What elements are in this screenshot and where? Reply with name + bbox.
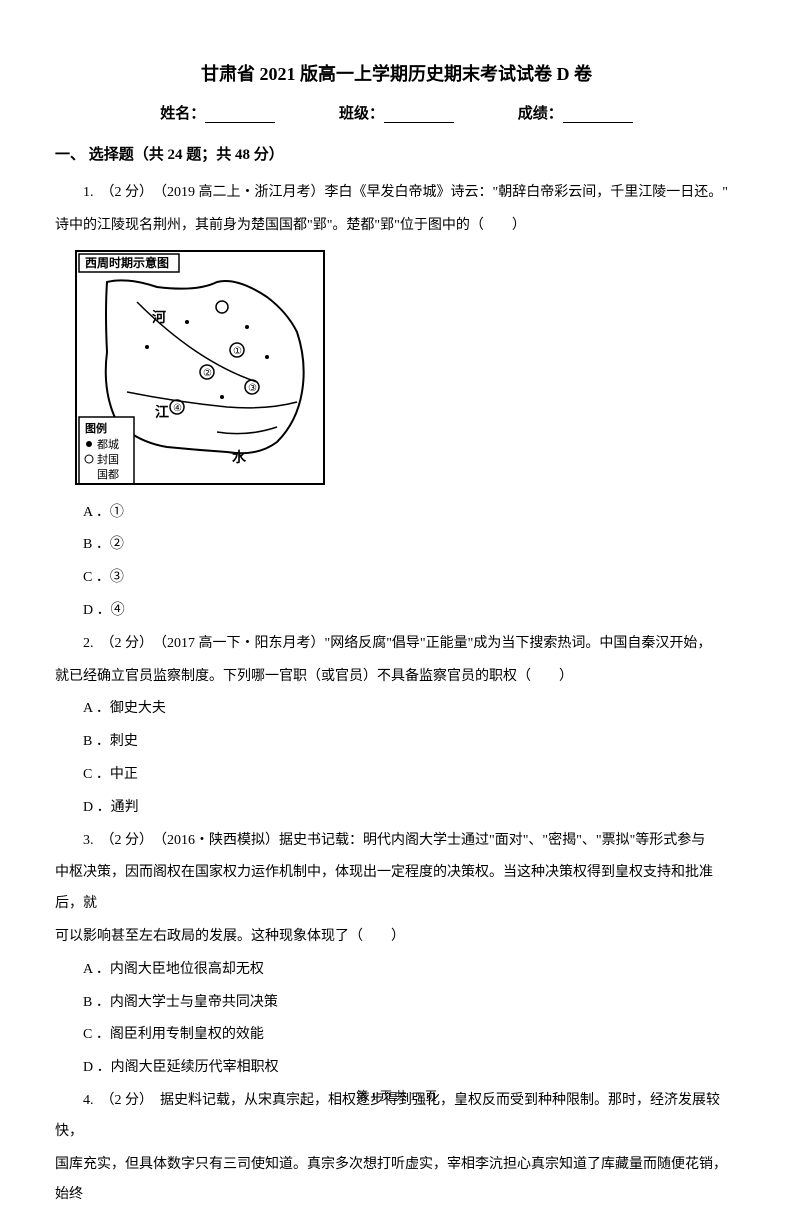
class-field: 班级： [339,102,454,123]
svg-text:②: ② [203,368,212,379]
map-figure: 西周时期示意图 河 江 水 ① ② ③ ④ 图例 [75,250,738,490]
section-title: 一、 选择题（共 24 题；共 48 分） [55,143,738,164]
exam-title: 甘肃省 2021 版高一上学期历史期末考试试卷 D 卷 [55,60,738,86]
score-field: 成绩： [518,102,633,123]
question-1-text: 1. （2 分） （2019 高二上・浙江月考）李白《早发白帝城》诗云："朝辞白… [55,178,738,209]
q1-option-a[interactable]: A ．① [55,498,738,529]
q1-option-c[interactable]: C ．③ [55,563,738,594]
class-blank[interactable] [384,122,454,123]
question-3-text: 3. （2 分） （2016・陕西模拟）据史书记载：明代内阁大学士通过"面对"、… [55,826,738,857]
q2-option-c[interactable]: C ．中正 [55,760,738,791]
q3-option-d[interactable]: D ．内阁大臣延续历代宰相职权 [55,1053,738,1084]
legend-item-1: 都城 [97,438,119,451]
map-title-text: 西周时期示意图 [85,255,169,270]
score-label: 成绩： [518,106,563,122]
legend-title: 图例 [85,421,107,435]
question-1-continue: 诗中的江陵现名荆州，其前身为楚国国都"郢"。楚都"郢"位于图中的（ ） [55,211,738,242]
question-2-text: 2. （2 分） （2017 高一下・阳东月考）"网络反腐"倡导"正能量"成为当… [55,629,738,660]
q3-option-b[interactable]: B ．内阁大学士与皇帝共同决策 [55,988,738,1019]
class-label: 班级： [339,106,384,122]
svg-text:③: ③ [248,383,257,394]
q2-option-a[interactable]: A ．御史大夫 [55,694,738,725]
score-blank[interactable] [563,122,633,123]
question-3-continue2: 可以影响甚至左右政局的发展。这种现象体现了（ ） [55,922,738,953]
name-blank[interactable] [205,122,275,123]
q2-option-b[interactable]: B ．刺史 [55,727,738,758]
map-svg: 西周时期示意图 河 江 水 ① ② ③ ④ 图例 [75,250,325,485]
question-4-continue: 国库充实，但具体数字只有三司使知道。真宗多次想打听虚实，宰相李沆担心真宗知道了库… [55,1150,738,1211]
legend-item-3: 国都 [97,468,119,481]
svg-text:①: ① [233,346,242,357]
q3-option-c[interactable]: C ．阁臣利用专制皇权的效能 [55,1020,738,1051]
q1-option-b[interactable]: B ．② [55,530,738,561]
page-footer: 第 1 页 共 17 页 [0,1087,793,1104]
q3-option-a[interactable]: A ．内阁大臣地位很高却无权 [55,955,738,986]
river-label-he: 河 [152,309,166,326]
question-3-continue: 中枢决策，因而阁权在国家权力运作机制中，体现出一定程度的决策权。当这种决策权得到… [55,858,738,920]
name-label: 姓名： [160,106,205,122]
student-info-line: 姓名： 班级： 成绩： [55,102,738,123]
legend-item-2: 封国 [97,452,119,466]
question-2-continue: 就已经确立官员监察制度。下列哪一官职（或官员）不具备监察官员的职权（ ） [55,662,738,693]
svg-text:④: ④ [173,403,182,414]
river-label-jiang: 江 [155,404,169,421]
river-label-shui: 水 [232,449,247,466]
q1-option-d[interactable]: D ．④ [55,596,738,627]
q2-option-d[interactable]: D ．通判 [55,793,738,824]
name-field: 姓名： [160,102,275,123]
